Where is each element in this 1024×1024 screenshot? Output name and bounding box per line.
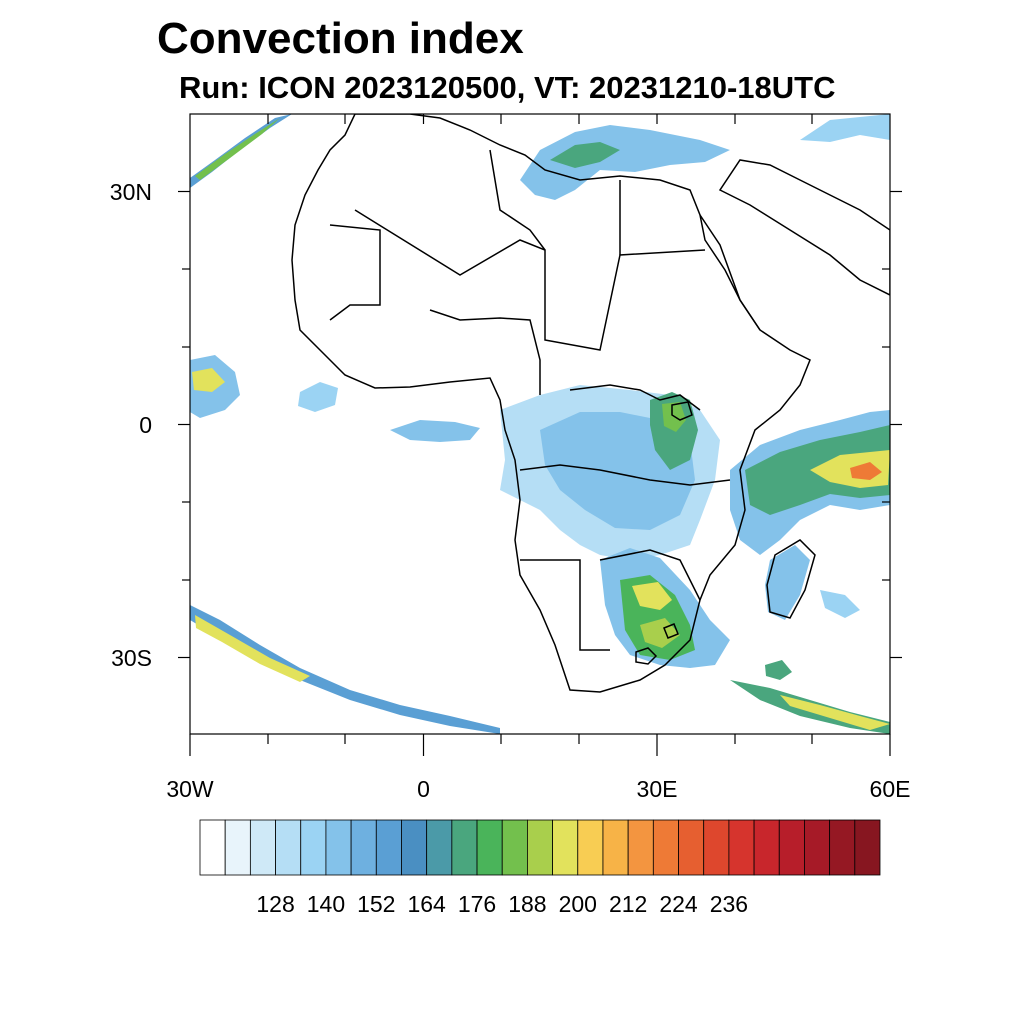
lon-label-30w: 30W [166,776,214,802]
colorbar-label: 140 [307,891,345,917]
colorbar-box [577,819,604,876]
border-10 [699,214,761,331]
field-band-sw [190,605,500,734]
lat-label-30s: 30S [111,645,152,671]
colorbar-label: 152 [357,891,395,917]
field-w-atlantic-core [192,368,225,392]
field-band-se-core [780,695,890,730]
field-med-core [550,142,620,168]
field-indian-ocean-hot [850,462,882,480]
convection-field [190,114,890,734]
colorbar-box [753,819,780,876]
border-6 [520,559,610,651]
lesotho [635,647,658,665]
colorbar-box [501,819,528,876]
field-band-sw-core [195,615,310,682]
colorbar-label: 200 [559,891,597,917]
land-outline [291,114,890,693]
colorbar-label: 128 [256,891,294,917]
colorbar-box [527,819,553,876]
lon-label-30e: 30E [637,776,678,802]
eswatini [663,623,679,639]
colorbar-box [375,819,402,876]
field-madagascar [765,545,810,620]
lake-victoria [671,401,693,421]
lon-label-0: 0 [417,776,430,802]
colorbar-label: 212 [609,891,647,917]
lon-label-60e: 60E [870,776,911,802]
field-med [520,125,730,200]
colorbar [199,819,881,876]
colorbar-box [728,819,755,876]
colorbar-label: 224 [659,891,698,917]
colorbar-box [804,819,831,876]
field-southern-africa-core [632,582,672,610]
border-8 [489,149,546,251]
chart-subtitle: Run: ICON 2023120500, VT: 20231210-18UTC [179,70,836,105]
chart-title: Convection index [157,14,524,63]
colorbar-box [627,819,654,876]
colorbar-label: 164 [407,891,446,917]
colorbar-label: 176 [458,891,496,917]
field-gulf [298,382,338,412]
border-5 [519,464,731,486]
colorbar-box [199,819,226,876]
colorbar-box [350,819,377,876]
madagascar-coastline [766,539,816,619]
field-se-ocean [765,660,792,680]
colorbar-box [451,819,478,876]
colorbar-box [426,819,453,876]
colorbar-box [652,819,679,876]
field-madagascar-e [820,590,860,618]
field-band-nw-inner [195,118,280,180]
colorbar-box [552,819,579,876]
border-1 [354,209,706,351]
colorbar-box [224,819,251,876]
colorbar-box [678,819,705,876]
border-4 [569,384,701,411]
colorbar-box [778,819,805,876]
colorbar-box [249,819,276,876]
lat-label-30n: 30N [110,179,152,205]
colorbar-label: 236 [710,891,748,917]
axis-ticks [178,114,902,756]
africa-coastline [291,114,811,693]
colorbar-labels: 128 140 152 164 176 188 200 212 224 236 [256,891,748,917]
colorbar-box [829,819,856,876]
colorbar-label: 188 [508,891,546,917]
field-eq-atl [390,420,480,442]
colorbar-box [476,819,503,876]
colorbar-box [300,819,327,876]
colorbar-box [703,819,730,876]
arabia-coastline [718,159,890,296]
border-3 [429,309,541,395]
colorbar-box [401,819,428,876]
field-ne [800,114,890,142]
colorbar-box [854,819,881,876]
colorbar-box [275,819,302,876]
lat-label-0: 0 [139,412,152,438]
colorbar-box [325,819,352,876]
border-7 [599,549,701,601]
colorbar-box [602,819,629,876]
field-band-nw [190,114,292,188]
border-2 [329,224,381,321]
